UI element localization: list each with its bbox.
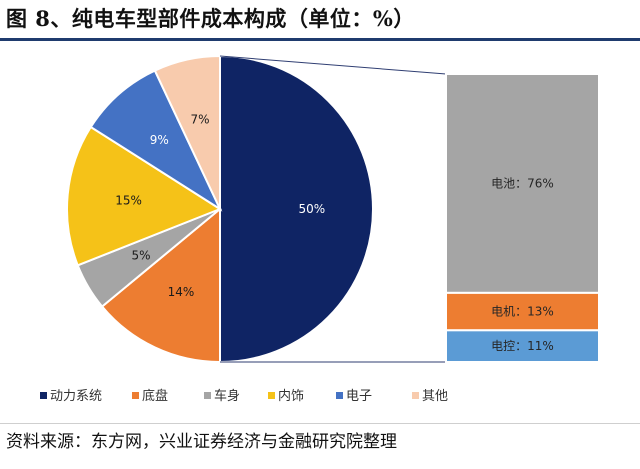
pie-data-label: 50% [298, 202, 325, 216]
pie-slice-其他 [153, 54, 221, 210]
pie-slice-底盘 [100, 206, 221, 364]
bar-segment-电控 [445, 329, 600, 364]
bar-segment-电池 [445, 73, 600, 294]
pie-slice-动力系统 [219, 54, 374, 364]
pie-to-bar-connectors [219, 55, 447, 363]
source-divider [0, 423, 640, 424]
legend-label: 电子 [346, 389, 372, 404]
bar-data-label: 电机：13% [491, 305, 554, 319]
legend-swatch-底盘 [132, 392, 139, 399]
title-divider [0, 38, 640, 41]
figure-title: 图 8、纯电车型部件成本构成（单位：%） [6, 6, 415, 31]
connector-line-top [219, 55, 447, 75]
legend-label: 其他 [422, 389, 448, 404]
legend-swatch-车身 [204, 392, 211, 399]
pie-data-label: 7% [190, 112, 209, 126]
bar-data-label: 电池：76% [491, 176, 554, 190]
legend-swatch-电子 [336, 392, 343, 399]
legend-label: 车身 [214, 388, 240, 404]
legend-swatch-动力系统 [40, 392, 47, 399]
stacked-bar-chart: 电池：76% 电机：13% 电控：11% [445, 73, 600, 364]
legend-label: 底盘 [142, 388, 168, 404]
pie-slice-内饰 [66, 125, 223, 267]
pie-data-label: 5% [131, 249, 150, 263]
pie-chart: 50% 14% 5% 15% 9% 7% [66, 54, 374, 364]
pie-data-label: 15% [115, 193, 142, 207]
bar-data-label: 电控：11% [491, 339, 554, 353]
source-note: 资料来源：东方网，兴业证券经济与金融研究院整理 [6, 432, 397, 452]
chart-legend: 动力系统 底盘 车身 内饰 电子 其他 [40, 388, 448, 404]
legend-label: 动力系统 [50, 389, 102, 404]
pie-data-label: 9% [150, 133, 169, 147]
pie-data-label: 14% [168, 285, 195, 299]
legend-swatch-内饰 [268, 392, 275, 399]
pie-slice-电子 [89, 69, 223, 212]
legend-swatch-其他 [412, 392, 419, 399]
legend-label: 内饰 [278, 388, 304, 404]
